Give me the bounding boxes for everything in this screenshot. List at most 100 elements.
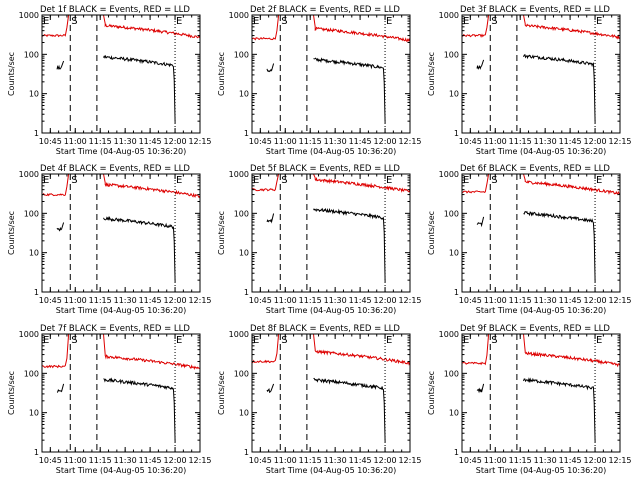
marker-label: E [386,335,392,346]
panel-title: Det 9f BLACK = Events, RED = LLD [460,324,610,334]
y-tick-label: 1000 [229,11,249,20]
marker-label: S [281,16,287,27]
y-tick-label: 10 [29,90,39,99]
x-tick-label: 12:15 [188,137,211,146]
y-tick-label: 100 [234,209,249,218]
x-tick-label: 11:00 [274,296,297,305]
x-tick-label: 11:15 [299,296,322,305]
x-tick-label: 11:30 [534,296,557,305]
x-tick-label: 11:00 [64,456,87,465]
x-tick-label: 12:00 [164,456,187,465]
y-tick-label: 100 [24,50,39,59]
lld-series-line [41,333,70,369]
events-series-line [476,59,485,70]
x-tick-label: 11:00 [274,456,297,465]
x-tick-label: 12:15 [608,296,631,305]
x-axis-label: Start Time (04-Aug-05 10:36:20) [476,306,607,315]
x-tick-label: 11:30 [114,456,137,465]
lld-series-line [461,333,490,366]
events-series-line [476,216,485,228]
events-series-line [103,54,176,124]
x-tick-label: 12:00 [584,137,607,146]
x-tick-label: 12:15 [608,456,631,465]
x-tick-label: 12:00 [584,296,607,305]
x-tick-label: 10:45 [39,296,62,305]
y-tick-label: 1000 [229,170,249,179]
x-tick-label: 11:45 [559,296,582,305]
x-tick-label: 10:45 [249,137,272,146]
x-axis-label: Start Time (04-Aug-05 10:36:20) [266,147,397,156]
x-tick-label: 11:15 [89,456,112,465]
y-axis-label: Counts/sec [217,52,226,96]
x-tick-label: 10:45 [249,456,272,465]
x-tick-label: 11:45 [559,137,582,146]
x-tick-label: 10:45 [459,137,482,146]
y-tick-label: 10 [449,249,459,258]
x-tick-label: 11:00 [484,137,507,146]
marker-label: S [491,335,497,346]
x-tick-label: 11:30 [114,296,137,305]
plot-frame [461,333,621,453]
marker-label: E [463,335,469,346]
y-tick-label: 1000 [19,170,39,179]
x-tick-label: 11:15 [509,296,532,305]
x-tick-label: 11:30 [534,456,557,465]
x-tick-label: 12:15 [398,456,421,465]
y-tick-label: 1 [244,288,249,297]
y-tick-label: 100 [234,369,249,378]
marker-label: E [596,16,602,27]
events-series-line [266,383,275,394]
y-axis-label: Counts/sec [427,52,436,96]
y-axis-label: Counts/sec [217,371,226,415]
panel-title: Det 6f BLACK = Events, RED = LLD [460,164,610,174]
y-tick-label: 10 [239,249,249,258]
lld-series-line [103,14,201,39]
marker-label: S [71,16,77,27]
lld-series-line [41,173,70,197]
marker-label: E [386,175,392,186]
panel-title: Det 3f BLACK = Events, RED = LLD [460,5,610,15]
y-tick-label: 1 [244,129,249,138]
plot-frame [41,333,201,453]
x-tick-label: 10:45 [39,137,62,146]
plot-frame [461,14,621,134]
marker-label: S [491,16,497,27]
x-tick-label: 12:00 [164,137,187,146]
y-tick-label: 1000 [19,11,39,20]
x-tick-label: 12:00 [374,137,397,146]
marker-label: S [71,335,77,346]
marker-label: S [71,175,77,186]
x-tick-label: 10:45 [459,296,482,305]
x-tick-label: 11:15 [509,137,532,146]
events-series-line [103,377,176,443]
y-tick-label: 100 [24,369,39,378]
marker-label: E [43,16,49,27]
lld-series-line [462,173,490,194]
y-tick-label: 1 [34,288,39,297]
events-series-line [103,216,176,283]
y-tick-label: 1000 [439,11,459,20]
y-axis-label: Counts/sec [217,211,226,255]
marker-label: S [491,175,497,186]
x-tick-label: 12:00 [164,296,187,305]
x-tick-label: 11:15 [509,456,532,465]
y-tick-label: 1 [34,129,39,138]
panel-title: Det 4f BLACK = Events, RED = LLD [40,164,190,174]
events-series-line [266,63,275,73]
lld-series-line [103,333,200,371]
y-axis-label: Counts/sec [427,211,436,255]
x-axis-label: Start Time (04-Aug-05 10:36:20) [56,466,187,475]
y-axis-label: Counts/sec [427,371,436,415]
x-tick-label: 11:00 [484,456,507,465]
y-axis-label: Counts/sec [7,371,16,415]
y-tick-label: 10 [239,90,249,99]
marker-label: E [253,16,259,27]
x-axis-label: Start Time (04-Aug-05 10:36:20) [476,466,607,475]
plot-frame [251,173,411,293]
x-tick-label: 11:45 [139,296,162,305]
marker-label: E [463,175,469,186]
